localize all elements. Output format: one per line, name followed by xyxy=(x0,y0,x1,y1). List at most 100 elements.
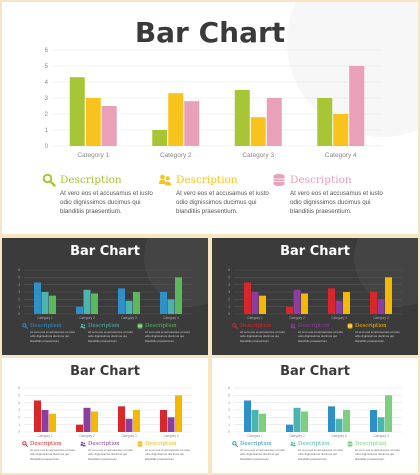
bar xyxy=(125,300,133,314)
people-icon xyxy=(290,441,296,447)
bar xyxy=(41,292,49,314)
bar xyxy=(152,130,168,146)
bar xyxy=(250,117,266,146)
description-block-3: Description At vero eos et accusamus et … xyxy=(137,440,195,461)
search-icon xyxy=(232,440,238,447)
x-category-label: Category 4 xyxy=(325,152,357,159)
x-category-label: Category 2 xyxy=(160,152,192,159)
x-category-label: Category 1 xyxy=(247,434,263,438)
bar xyxy=(34,282,41,314)
main-slide: 0 1 2 3 4 5 6 Category 1 Category 2 Category 3 Cat… xyxy=(2,2,418,234)
database-icon xyxy=(137,322,143,329)
bar xyxy=(83,407,91,432)
bar xyxy=(133,410,140,432)
x-category-label: Category 2 xyxy=(289,316,305,320)
bar xyxy=(328,406,335,432)
description-heading: Description xyxy=(290,174,352,186)
bar xyxy=(125,418,133,432)
bar xyxy=(118,406,125,432)
description-heading: Description xyxy=(176,174,238,186)
y-tick-label: 5 xyxy=(228,393,230,397)
y-tick-label: 5 xyxy=(228,275,230,279)
bar xyxy=(83,289,91,314)
y-tick-label: 2 xyxy=(45,112,49,118)
bar xyxy=(377,417,385,432)
y-tick-label: 5 xyxy=(18,393,20,397)
bar xyxy=(168,93,184,146)
y-tick-label: 2 xyxy=(228,415,230,419)
y-tick-label: 3 xyxy=(228,408,230,412)
description-text: At vero eos et accusamus et iusto odio d… xyxy=(298,448,344,461)
description-block-2: Description At vero eos et accusamus et … xyxy=(158,173,276,216)
description-block-1: Description At vero eos et accusamus et … xyxy=(22,440,80,461)
bar xyxy=(167,299,175,314)
y-tick-label: 1 xyxy=(18,423,20,427)
bar xyxy=(76,306,83,314)
y-tick-label: 1 xyxy=(45,128,49,134)
x-category-label: Category 4 xyxy=(163,434,179,438)
bar xyxy=(91,411,98,432)
description-block-3: Description At vero eos et accusamus et … xyxy=(137,322,195,343)
bar-chart: 0 1 2 3 4 5 6 Category 1 Category 2 Category 3 Cat… xyxy=(45,2,418,159)
slide-title: Bar Chart xyxy=(70,244,140,259)
description-text: At vero eos et accusamus et iusto odio d… xyxy=(240,330,286,343)
description-text: At vero eos et accusamus et iusto odio d… xyxy=(355,330,401,343)
description-block-1: Description At vero eos et accusamus et … xyxy=(232,440,290,461)
bar xyxy=(244,282,251,314)
y-tick-label: 2 xyxy=(228,297,230,301)
bar xyxy=(377,299,385,314)
bar-chart: 0 1 2 3 4 5 6 Category 1 Category 2 Category 3 Cat… xyxy=(228,238,418,320)
bar xyxy=(317,98,333,146)
y-tick-label: 4 xyxy=(228,401,230,405)
y-tick-label: 1 xyxy=(228,423,230,427)
description-heading: Description xyxy=(145,440,177,447)
search-icon xyxy=(22,440,28,447)
description-heading: Description xyxy=(88,322,120,329)
x-category-label: Category 1 xyxy=(37,316,53,320)
description-text: At vero eos et accusamus et iusto odio d… xyxy=(88,330,134,343)
y-tick-label: 2 xyxy=(18,415,20,419)
description-heading: Description xyxy=(355,440,387,447)
bar xyxy=(301,411,308,432)
x-category-label: Category 1 xyxy=(37,434,53,438)
y-tick-label: 5 xyxy=(18,275,20,279)
y-tick-label: 3 xyxy=(228,290,230,294)
y-tick-label: 6 xyxy=(18,386,20,390)
bar-chart: 0 1 2 3 4 5 6 Category 1 Category 2 Category 3 Cat… xyxy=(18,386,192,438)
bar xyxy=(328,288,335,314)
bar xyxy=(301,293,308,314)
bar xyxy=(160,410,167,432)
thumbnail-dark-blue: 0 1 2 3 4 5 6 Category 1 Category 2 Category 3 Cat… xyxy=(2,238,208,355)
decorative-circle xyxy=(144,238,208,306)
bar xyxy=(259,413,266,432)
description-block-3: Description At vero eos et accusamus et … xyxy=(347,322,405,343)
y-tick-label: 3 xyxy=(18,408,20,412)
bar-chart: 0 1 2 3 4 5 6 Category 1 Category 2 Category 3 Cat… xyxy=(18,238,208,320)
bar xyxy=(76,424,83,432)
bar xyxy=(244,400,251,432)
y-tick-label: 0 xyxy=(228,430,230,434)
y-tick-label: 3 xyxy=(18,290,20,294)
bar xyxy=(343,410,350,432)
bar xyxy=(343,292,350,314)
bar xyxy=(41,410,49,432)
description-block-2: Description At vero eos et accusamus et … xyxy=(290,322,348,343)
description-block-2: Description At vero eos et accusamus et … xyxy=(290,440,348,461)
description-block-2: Description At vero eos et accusamus et … xyxy=(80,440,138,461)
description-text: At vero eos et accusamus et iusto odio d… xyxy=(30,330,76,343)
description-heading: Description xyxy=(298,440,330,447)
x-category-label: Category 3 xyxy=(331,434,347,438)
bar xyxy=(91,293,98,314)
people-icon xyxy=(80,323,86,329)
y-tick-label: 0 xyxy=(228,312,230,316)
y-tick-label: 0 xyxy=(18,430,20,434)
x-category-label: Category 2 xyxy=(79,434,95,438)
bar xyxy=(333,114,349,146)
y-tick-label: 6 xyxy=(228,386,230,390)
description-text: At vero eos et accusamus et iusto odio d… xyxy=(176,190,269,215)
description-text: At vero eos et accusamus et iusto odio d… xyxy=(298,330,344,343)
bar xyxy=(335,300,343,314)
database-icon xyxy=(137,440,143,447)
x-category-label: Category 3 xyxy=(331,316,347,320)
decorative-circle xyxy=(354,238,418,306)
